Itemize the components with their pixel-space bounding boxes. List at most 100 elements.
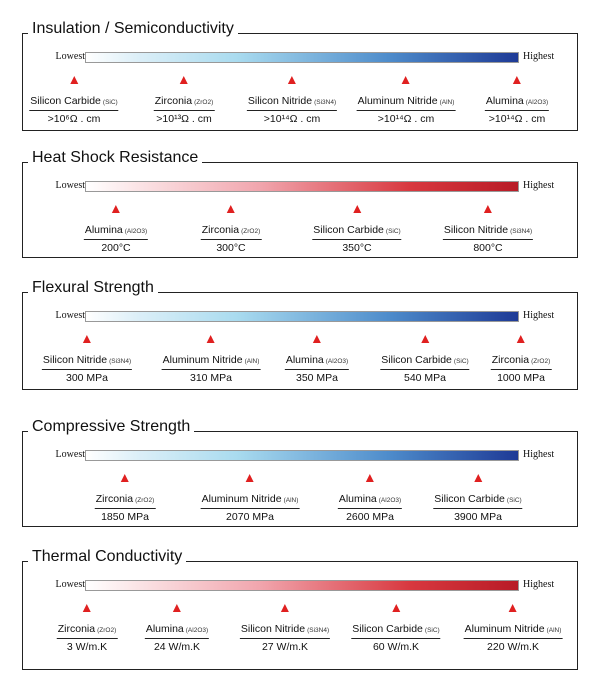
material-marker: Silicon Nitride (Si3N4) 27 W/m.K: [239, 604, 331, 654]
material-marker: Aluminum Nitride (AlN) 310 MPa: [161, 335, 261, 385]
material-name-row: Zirconia (ZrO2): [200, 224, 262, 240]
material-marker: Silicon Carbide (SiC) 540 MPa: [380, 335, 470, 385]
material-name-row: Silicon Nitride (Si3N4): [442, 224, 534, 240]
material-value: 350°C: [342, 242, 372, 254]
material-marker: Aluminum Nitride (AlN) >10¹⁴Ω . cm: [356, 76, 456, 126]
material-name: Silicon Carbide: [434, 493, 505, 505]
material-name: Aluminum Nitride: [357, 95, 438, 107]
scale-row: Lowest Highest: [23, 579, 577, 592]
material-name-row: Silicon Carbide (SiC): [433, 493, 523, 509]
material-name: Zirconia: [57, 623, 96, 635]
material-name: Silicon Nitride: [240, 623, 306, 635]
material-formula: (AlN): [283, 497, 299, 504]
panel-heat-shock: Heat Shock Resistance Lowest Highest Alu…: [22, 149, 578, 258]
material-name: Zirconia: [201, 224, 240, 236]
panel-title: Thermal Conductivity: [28, 548, 187, 566]
gradient-bar: [85, 181, 519, 192]
scale-highest-label: Highest: [523, 310, 555, 321]
gradient-bar: [85, 52, 519, 63]
material-value: 24 W/m.K: [153, 641, 201, 653]
material-name-row: Aluminum Nitride (AlN): [200, 493, 300, 509]
material-value: 3 W/m.K: [66, 641, 108, 653]
scale-row: Lowest Highest: [23, 449, 577, 462]
material-name-row: Zirconia (ZrO2): [94, 493, 156, 509]
material-marker: Zirconia (ZrO2) 3 W/m.K: [56, 604, 118, 654]
material-name: Silicon Nitride: [42, 354, 108, 366]
gradient-bar: [85, 450, 519, 461]
material-marker: Alumina (Al2O3) 350 MPa: [284, 335, 350, 385]
material-value: 350 MPa: [295, 372, 339, 384]
material-name: Aluminum Nitride: [464, 623, 545, 635]
material-name-row: Alumina (Al2O3): [484, 95, 550, 111]
material-formula: (Al2O3): [124, 228, 148, 235]
material-name: Silicon Carbide: [352, 623, 423, 635]
material-marker: Zirconia (ZrO2) 1000 MPa: [490, 335, 552, 385]
material-value: >10¹⁴Ω . cm: [263, 113, 321, 125]
material-name-row: Silicon Carbide (SiC): [380, 354, 470, 370]
triangle-marker-icon: [513, 76, 521, 84]
triangle-marker-icon: [83, 335, 91, 343]
material-name: Silicon Carbide: [313, 224, 384, 236]
material-name: Zirconia: [154, 95, 193, 107]
triangle-marker-icon: [83, 604, 91, 612]
material-name-row: Silicon Carbide (SiC): [351, 623, 441, 639]
material-formula: (AlN): [439, 99, 455, 106]
material-formula: (AlN): [546, 627, 562, 634]
material-name-row: Silicon Nitride (Si3N4): [41, 354, 133, 370]
material-value: 60 W/m.K: [372, 641, 420, 653]
material-formula: (Si3N4): [314, 99, 337, 106]
material-name-row: Silicon Carbide (SiC): [312, 224, 402, 240]
triangle-marker-icon: [206, 335, 215, 343]
triangle-marker-icon: [121, 474, 129, 482]
material-marker: Zirconia (ZrO2) 1850 MPa: [94, 474, 156, 524]
panel-title: Flexural Strength: [28, 279, 158, 297]
triangle-marker-icon: [281, 604, 289, 612]
material-formula: (ZrO2): [241, 228, 261, 235]
material-formula: (Al2O3): [525, 99, 549, 106]
material-value: 800°C: [473, 242, 503, 254]
material-marker: Aluminum Nitride (AlN) 2070 MPa: [200, 474, 300, 524]
material-name: Silicon Nitride: [443, 224, 509, 236]
material-marker: Silicon Carbide (SiC) 3900 MPa: [433, 474, 523, 524]
material-name-row: Aluminum Nitride (AlN): [463, 623, 563, 639]
material-formula: (ZrO2): [135, 497, 155, 504]
scale-lowest-label: Lowest: [55, 449, 85, 460]
panel-title: Insulation / Semiconductivity: [28, 20, 238, 38]
material-formula: (SiC): [424, 627, 440, 634]
gradient-bar: [85, 580, 519, 591]
panel-title: Compressive Strength: [28, 418, 195, 436]
triangle-marker-icon: [112, 205, 120, 213]
material-value: 27 W/m.K: [261, 641, 309, 653]
material-formula: (Al2O3): [378, 497, 402, 504]
triangle-marker-icon: [313, 335, 321, 343]
scale-highest-label: Highest: [523, 579, 555, 590]
material-name: Alumina: [145, 623, 184, 635]
material-name-row: Silicon Nitride (Si3N4): [239, 623, 331, 639]
scale-highest-label: Highest: [523, 449, 555, 460]
material-formula: (AlN): [244, 358, 260, 365]
triangle-marker-icon: [392, 604, 400, 612]
material-marker: Silicon Nitride (Si3N4) 800°C: [442, 205, 534, 255]
material-name: Alumina: [84, 224, 123, 236]
triangle-marker-icon: [70, 76, 78, 84]
material-marker: Alumina (Al2O3) 24 W/m.K: [144, 604, 210, 654]
panel-thermal-conductivity: Thermal Conductivity Lowest Highest Zirc…: [22, 548, 578, 670]
scale-row: Lowest Highest: [23, 51, 577, 64]
triangle-marker-icon: [173, 604, 181, 612]
panel-insulation: Insulation / Semiconductivity Lowest Hig…: [22, 20, 578, 131]
gradient-bar: [85, 311, 519, 322]
scale-lowest-label: Lowest: [55, 579, 85, 590]
triangle-marker-icon: [484, 205, 492, 213]
material-name: Silicon Carbide: [30, 95, 101, 107]
triangle-marker-icon: [508, 604, 517, 612]
material-name: Silicon Carbide: [381, 354, 452, 366]
material-value: >10¹⁴Ω . cm: [377, 113, 435, 125]
material-formula: (SiC): [102, 99, 118, 106]
material-marker: Aluminum Nitride (AlN) 220 W/m.K: [463, 604, 563, 654]
scale-lowest-label: Lowest: [55, 51, 85, 62]
scale-highest-label: Highest: [523, 180, 555, 191]
material-name: Silicon Nitride: [247, 95, 313, 107]
panel-compressive-strength: Compressive Strength Lowest Highest Zirc…: [22, 418, 578, 527]
triangle-marker-icon: [180, 76, 188, 84]
material-formula: (ZrO2): [97, 627, 117, 634]
